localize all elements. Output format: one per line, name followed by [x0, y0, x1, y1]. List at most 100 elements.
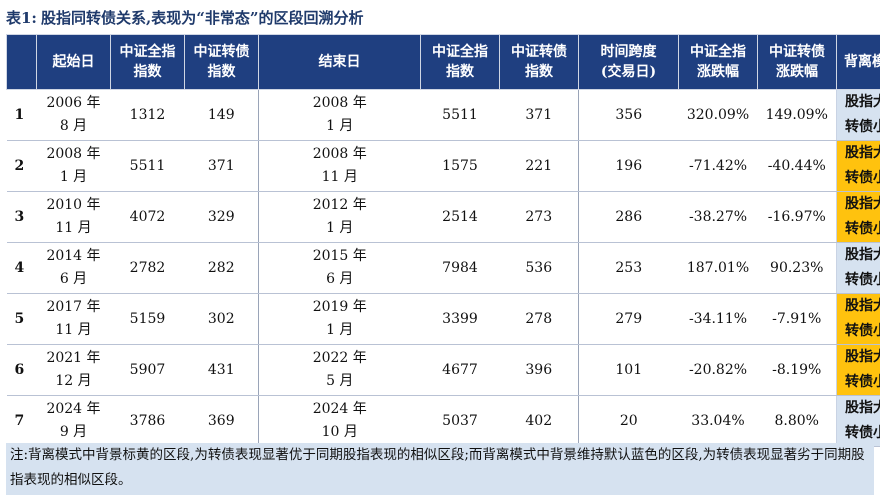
start-date-line1: 2014 年 [46, 248, 101, 264]
table-row: 7 2024 年 9 月 3786 369 2024 年 10 月 5037 402 20 33.0… [6, 395, 880, 447]
divergence-mode-cell: 股指大跌, 转债小跌 [836, 293, 880, 345]
csi-all-end-value-cell: 2514 [420, 191, 500, 243]
column-header-1: 起始日 [36, 34, 111, 90]
divergence-mode-line1: 股指大涨, [845, 94, 880, 110]
divergence-mode-line2: 转债小跌 [845, 374, 880, 390]
start-date-line2: 8 月 [59, 118, 88, 134]
end-date-line2: 1 月 [326, 322, 354, 338]
csi-all-end-value-cell: 1575 [420, 140, 500, 192]
end-date-line1: 2008 年 [312, 95, 367, 111]
trading-days-cell: 286 [578, 191, 679, 243]
table-number: 表1: [6, 9, 37, 27]
cb-index-start-value-cell: 371 [184, 140, 259, 192]
csi-all-change-cell: -20.82% [678, 344, 758, 396]
column-header-line1: 时间跨度 [600, 44, 657, 60]
column-header-9: 中证转债 涨跌幅 [757, 34, 837, 90]
trading-days-cell: 279 [578, 293, 679, 345]
column-header-3: 中证转债 指数 [184, 34, 259, 90]
csi-all-end-value-cell: 4677 [420, 344, 500, 396]
end-date-line2: 5 月 [326, 373, 354, 389]
trading-days-cell: 20 [578, 395, 679, 447]
divergence-mode-line1: 股指大涨, [845, 400, 880, 416]
end-date-cell: 2024 年 10 月 [258, 395, 421, 447]
end-date-line2: 6 月 [326, 271, 354, 287]
divergence-mode-line2: 转债小跌 [845, 323, 880, 339]
start-date-cell: 2024 年 9 月 [36, 395, 111, 447]
column-header-line1: 中证全指 [432, 44, 488, 60]
csi-all-end-value-cell: 5037 [420, 395, 500, 447]
divergence-mode-line2: 转债小跌 [845, 221, 880, 237]
start-date-line2: 6 月 [59, 271, 88, 287]
divergence-mode-line2: 转债小涨 [845, 272, 880, 288]
cb-index-change-cell: -40.44% [757, 140, 837, 192]
start-date-line1: 2008 年 [46, 146, 101, 162]
column-header-line1: 中证转债 [769, 44, 825, 60]
trading-days-cell: 101 [578, 344, 679, 396]
column-header-7: 时间跨度 (交易日) [578, 34, 679, 90]
row-index-cell: 3 [6, 191, 37, 243]
cb-index-end-value-cell: 273 [499, 191, 579, 243]
end-date-cell: 2019 年 1 月 [258, 293, 421, 345]
csi-all-end-value-cell: 5511 [420, 89, 500, 141]
row-index-cell: 1 [6, 89, 37, 141]
row-index-cell: 5 [6, 293, 37, 345]
column-header-line1: 背离模式 [844, 54, 880, 70]
divergence-mode-line1: 股指大跌, [845, 298, 880, 314]
table-title-text: 股指同转债关系,表现为“非常态”的区段回溯分析 [40, 9, 364, 27]
cb-index-change-cell: -8.19% [757, 344, 837, 396]
row-index-cell: 7 [6, 395, 37, 447]
end-date-cell: 2022 年 5 月 [258, 344, 421, 396]
csi-all-start-value-cell: 1312 [110, 89, 185, 141]
column-header-line1: 中证全指 [690, 44, 746, 60]
end-date-cell: 2008 年 1 月 [258, 89, 421, 141]
divergence-mode-cell: 股指大跌, 转债小跌 [836, 191, 880, 243]
column-header-line2: 涨跌幅 [776, 64, 818, 80]
end-date-line2: 1 月 [326, 220, 354, 236]
start-date-line1: 2010 年 [46, 197, 101, 213]
start-date-cell: 2006 年 8 月 [36, 89, 111, 141]
start-date-line1: 2024 年 [46, 401, 101, 417]
divergence-mode-line1: 股指大跌, [845, 196, 880, 212]
column-header-10: 背离模式 [836, 34, 880, 90]
end-date-line2: 11 月 [321, 169, 358, 185]
end-date-cell: 2012 年 1 月 [258, 191, 421, 243]
column-header-0 [6, 34, 37, 90]
cb-index-start-value-cell: 369 [184, 395, 259, 447]
start-date-cell: 2010 年 11 月 [36, 191, 111, 243]
end-date-line1: 2012 年 [312, 197, 367, 213]
csi-all-start-value-cell: 3786 [110, 395, 185, 447]
table-row: 4 2014 年 6 月 2782 282 2015 年 6 月 7984 536 253 187.… [6, 242, 880, 294]
cb-index-start-value-cell: 431 [184, 344, 259, 396]
csi-all-start-value-cell: 5907 [110, 344, 185, 396]
end-date-line1: 2022 年 [312, 350, 367, 366]
start-date-line2: 11 月 [55, 322, 92, 338]
end-date-line1: 2008 年 [312, 146, 367, 162]
divergence-table: 起始日 中证全指 指数 中证转债 指数 结束日 中证全指 指数 中证转债 指数 时间跨度 (交易日) 中… [6, 34, 880, 447]
trading-days-cell: 356 [578, 89, 679, 141]
csi-all-change-cell: -71.42% [678, 140, 758, 192]
column-header-line1: 起始日 [52, 54, 95, 70]
divergence-mode-line1: 股指大涨, [845, 247, 880, 263]
cb-index-end-value-cell: 278 [499, 293, 579, 345]
cb-index-start-value-cell: 149 [184, 89, 259, 141]
table-row: 2 2008 年 1 月 5511 371 2008 年 11 月 1575 221 196 -71… [6, 140, 880, 192]
start-date-line2: 11 月 [55, 220, 92, 236]
header-row: 起始日 中证全指 指数 中证转债 指数 结束日 中证全指 指数 中证转债 指数 时间跨度 (交易日) 中… [6, 34, 880, 90]
divergence-mode-line1: 股指大跌, [845, 145, 880, 161]
csi-all-start-value-cell: 4072 [110, 191, 185, 243]
cb-index-start-value-cell: 282 [184, 242, 259, 294]
divergence-mode-line2: 转债小涨 [845, 425, 880, 441]
divergence-mode-cell: 股指大跌, 转债小跌 [836, 140, 880, 192]
start-date-cell: 2014 年 6 月 [36, 242, 111, 294]
divergence-mode-line2: 转债小跌 [845, 170, 880, 186]
cb-index-start-value-cell: 302 [184, 293, 259, 345]
cb-index-end-value-cell: 396 [499, 344, 579, 396]
cb-index-end-value-cell: 402 [499, 395, 579, 447]
column-header-line2: (交易日) [600, 64, 657, 80]
csi-all-end-value-cell: 7984 [420, 242, 500, 294]
end-date-line1: 2024 年 [312, 401, 367, 417]
column-header-line1: 中证转债 [193, 44, 250, 60]
table-row: 1 2006 年 8 月 1312 149 2008 年 1 月 5511 371 356 320.… [6, 89, 880, 141]
column-header-line2: 指数 [207, 64, 236, 80]
